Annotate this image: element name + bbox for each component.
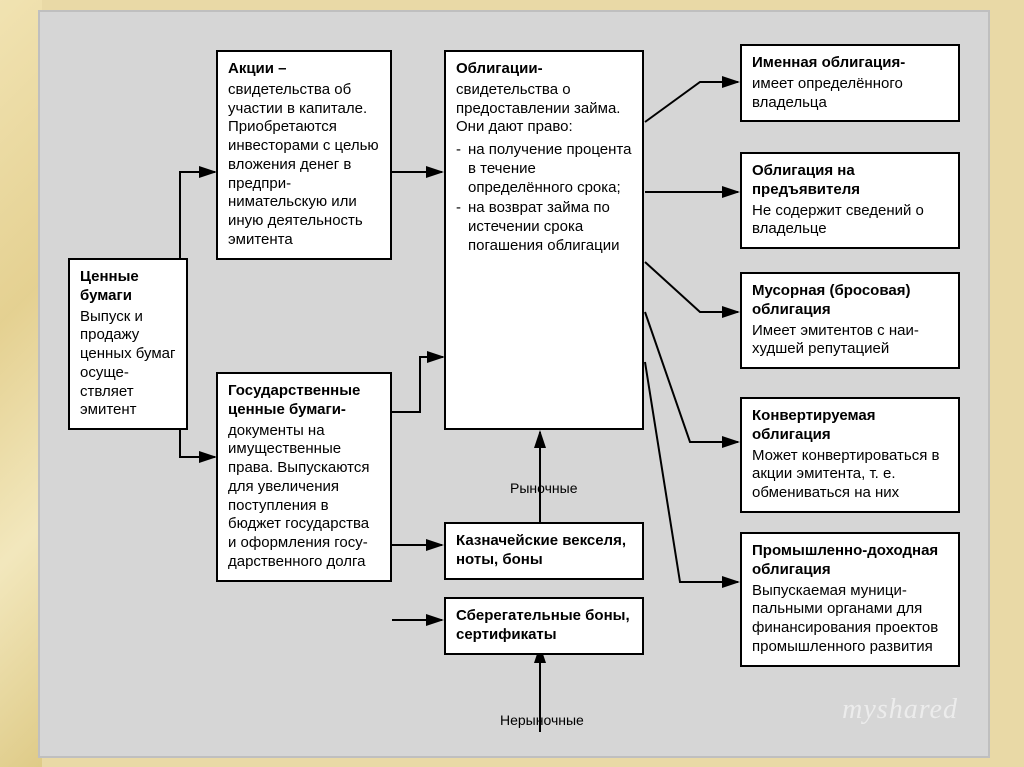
label-market: Рыночные <box>510 480 577 496</box>
node-convert: Конвертируемая облигация Может конвертир… <box>740 397 960 513</box>
node-bonds-sub: Они дают право: <box>456 118 573 135</box>
label-nonmarket: Нерыночные <box>500 712 584 728</box>
node-root: Ценные бумаги Выпуск и продажу ценных бу… <box>68 258 188 430</box>
node-industrial-title: Промышленно-доходная облига­ция <box>752 542 948 580</box>
node-bearer: Облигация на предъявителя Не содержит св… <box>740 152 960 249</box>
node-junk: Мусорная (бросо­вая) облигация Имеет эми… <box>740 272 960 369</box>
node-bonds-item: на возврат займа по истечении сро­ка пог… <box>456 199 632 255</box>
node-bonds: Облигации- свидетельства о предоставлени… <box>444 50 644 430</box>
node-named: Именная облигация- имеет определённого в… <box>740 44 960 122</box>
node-industrial: Промышленно-доходная облига­ция Выпускае… <box>740 532 960 667</box>
node-stocks-title: Акции – <box>228 60 380 79</box>
node-bonds-title: Облигации- <box>456 60 632 79</box>
node-bonds-list: на получение про­цента в течение определ… <box>456 141 632 256</box>
node-treasury-title: Казначейские векселя, ноты, боны <box>456 532 632 570</box>
node-savings-title: Сберегательные боны, сертификаты <box>456 607 632 645</box>
node-convert-title: Конвертируемая облигация <box>752 407 948 445</box>
node-bearer-body: Не содержит сведений о владельце <box>752 202 924 238</box>
node-named-title: Именная облигация- <box>752 54 948 73</box>
node-bonds-item: на получение про­цента в течение определ… <box>456 141 632 197</box>
node-stocks-body: свидетельства об участии в капитале. При… <box>228 81 379 248</box>
node-gov-body: документы на имущественные права. Выпуск… <box>228 422 370 570</box>
node-gov-title: Государст­венные цен­ные бумаги- <box>228 382 380 420</box>
node-bearer-title: Облигация на предъявителя <box>752 162 948 200</box>
watermark: myshared <box>842 694 958 726</box>
node-treasury: Казначейские векселя, ноты, боны <box>444 522 644 580</box>
diagram-sheet: Ценные бумаги Выпуск и продажу ценных бу… <box>38 10 990 758</box>
node-industrial-body: Выпускаемая муници­пальными органами для… <box>752 582 938 655</box>
node-bonds-lead: свидетельства о предоставлении займа. <box>456 81 620 117</box>
node-root-body: Выпуск и продажу ценных бу­маг осуще­ств… <box>80 308 176 419</box>
node-convert-body: Может конвертироваться в акции эмитента,… <box>752 447 939 502</box>
node-named-body: имеет определённого владельца <box>752 75 903 111</box>
node-junk-title: Мусорная (бросо­вая) облигация <box>752 282 948 320</box>
node-junk-body: Имеет эмитентов с наи­худшей репутацией <box>752 322 919 358</box>
node-root-title: Ценные бумаги <box>80 268 176 306</box>
decorative-edge <box>0 0 42 767</box>
node-stocks: Акции – свидетельства об участии в капит… <box>216 50 392 260</box>
node-savings: Сберегательные боны, сертификаты <box>444 597 644 655</box>
node-gov: Государст­венные цен­ные бумаги- докумен… <box>216 372 392 582</box>
